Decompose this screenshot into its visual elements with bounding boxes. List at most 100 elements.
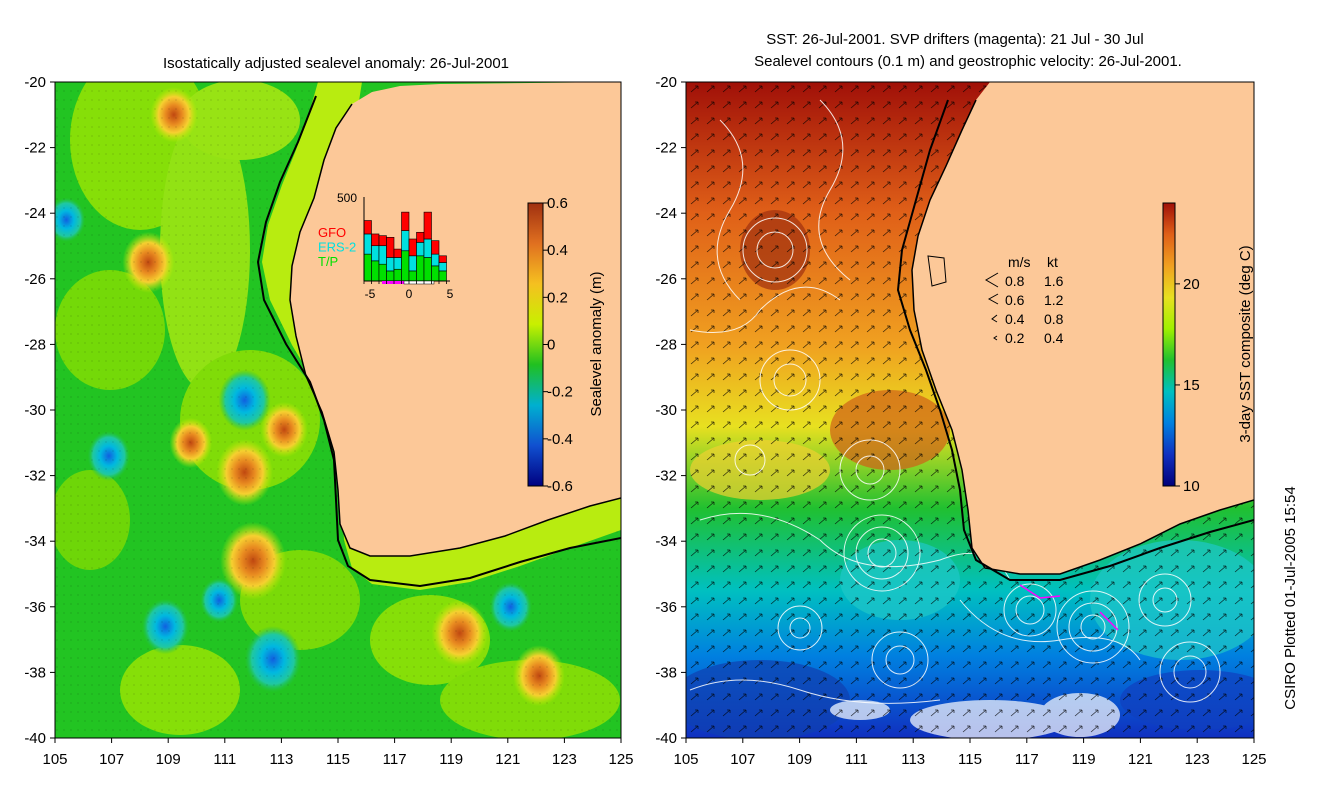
y-tick-label: -22	[655, 140, 677, 157]
y-tick-label: -20	[24, 74, 46, 91]
sst-colorbar-ticks: 20 15 10	[1175, 276, 1200, 495]
coastal-shelf-band	[262, 82, 621, 590]
x-tick-label: 123	[552, 751, 577, 768]
inset-bar-ers2	[363, 233, 372, 255]
velocity-legend-kt: 0.4	[1044, 330, 1064, 346]
y-tick-label: -32	[24, 468, 46, 485]
sst-colorbar-ramp	[1162, 202, 1176, 487]
sla-map-panel: Isostatically adjusted sealevel anomaly:…	[24, 55, 633, 768]
inset-bar-ers2	[408, 255, 417, 272]
inset-x-ticks: -5 0 5	[363, 281, 454, 301]
sst-map-subtitle: Sealevel contours (0.1 m) and geostrophi…	[754, 53, 1182, 70]
inset-bar-ers2	[438, 262, 447, 272]
y-tick-label: -22	[24, 140, 46, 157]
x-tick-label: 109	[787, 751, 812, 768]
shelf-break-contour	[256, 95, 621, 588]
inset-bar-ers2	[386, 257, 395, 272]
velocity-legend-ms: 0.2	[1005, 330, 1025, 346]
inset-bar-ers2	[371, 245, 380, 262]
x-tick-label: 125	[608, 751, 633, 768]
inset-bar-gfo	[438, 255, 447, 263]
y-tick-label: -32	[655, 468, 677, 485]
sst-map-axes: 105 107 109 111 113 115 117 119 121 123 125 -20 -22 -…	[655, 74, 1266, 768]
inset-bar-gfo	[416, 231, 425, 243]
velocity-legend-row: 0.8 1.6	[985, 272, 1064, 289]
coastline-sst	[911, 99, 1254, 575]
sla-colorbar-label: Sealevel anomaly (m)	[588, 271, 605, 416]
x-tick-label: 117	[383, 751, 407, 768]
inset-bar-ers2	[401, 230, 410, 252]
colorbar-tick-label: 0.4	[547, 242, 568, 259]
inset-x-tick-label: 0	[406, 287, 413, 301]
sealevel-contours	[689, 99, 1221, 704]
sst-map-panel: SST: 26-Jul-2001. SVP drifters (magenta)…	[655, 31, 1266, 768]
x-tick-label: 119	[439, 751, 463, 768]
y-tick-label: -34	[24, 533, 46, 550]
y-tick-label: -36	[24, 599, 46, 616]
colorbar-tick-label: 10	[1183, 478, 1200, 495]
velocity-arrow-glyph	[991, 314, 998, 323]
inset-bar-gfo	[401, 211, 410, 231]
colorbar-tick-label: 0.2	[547, 289, 568, 306]
y-tick-label: -40	[655, 730, 677, 747]
inset-legend-entry: T/P	[318, 254, 338, 269]
velocity-arrow-glyph	[987, 293, 999, 305]
y-tick-label: -28	[24, 336, 46, 353]
sst-colorbar-label: 3-day SST composite (deg C)	[1237, 245, 1254, 442]
y-tick-label: -30	[655, 402, 677, 419]
colorbar-tick-label: 20	[1183, 276, 1200, 293]
inset-legend-entry: GFO	[318, 225, 346, 240]
y-tick-label: -38	[24, 664, 46, 681]
colorbar-tick-label: 0.6	[547, 195, 568, 212]
y-tick-label: -24	[24, 205, 46, 222]
y-tick-label: -30	[24, 402, 46, 419]
velocity-legend: m/s kt 0.8 1.6 0.6 1.2 0.4 0.8 0.2 0.4	[985, 254, 1064, 346]
inset-bar-ers2	[416, 242, 425, 257]
sla-colorbar: 0.6 0.4 0.2 0 -0.2 -0.4 -0.6 Sealevel anomaly …	[527, 195, 605, 495]
inset-bar-tp	[378, 263, 387, 282]
velocity-legend-header-kt: kt	[1047, 254, 1058, 270]
inset-bar-gfo	[363, 220, 372, 235]
inset-bar-ers2	[431, 253, 440, 267]
inset-bar-gfo	[431, 240, 440, 255]
y-tick-label: -26	[24, 271, 46, 288]
inset-bar-gfo	[408, 238, 417, 257]
inset-bar-gfo	[386, 237, 395, 258]
y-tick-label: -38	[655, 664, 677, 681]
inset-bar-tp	[401, 250, 410, 282]
inset-x-tick-label: 5	[447, 287, 454, 301]
x-tick-label: 111	[845, 751, 868, 768]
x-tick-label: 117	[1015, 751, 1039, 768]
colorbar-tick-label: -0.2	[547, 384, 573, 401]
velocity-legend-ms: 0.8	[1005, 273, 1025, 289]
velocity-legend-kt: 1.2	[1044, 292, 1064, 308]
velocity-legend-ms: 0.4	[1005, 311, 1025, 327]
inset-bar-tp	[363, 253, 372, 282]
velocity-legend-header-ms: m/s	[1008, 254, 1031, 270]
x-tick-label: 105	[42, 751, 67, 768]
x-tick-label: 119	[1072, 751, 1096, 768]
inset-bar-tp	[371, 260, 380, 282]
inset-bar-tp	[408, 270, 417, 282]
colorbar-tick-label: -0.4	[547, 431, 573, 448]
x-tick-label: 115	[958, 751, 982, 768]
inset-bar-ers2	[378, 245, 387, 265]
y-tick-label: -26	[655, 271, 677, 288]
x-tick-label: 125	[1241, 751, 1266, 768]
inset-drifter-window	[382, 281, 404, 284]
x-tick-label: 115	[326, 751, 350, 768]
shelf-break-contour-sst	[896, 99, 1254, 581]
inset-bar-tp	[416, 255, 425, 282]
sla-colorbar-ticks: 0.6 0.4 0.2 0 -0.2 -0.4 -0.6	[543, 195, 573, 495]
x-tick-label: 121	[495, 751, 520, 768]
shark-bay-peninsula	[927, 255, 947, 287]
sla-map-axes: 105 107 109 111 113 115 117 119 121 123 125 -20 -22 -…	[24, 74, 633, 768]
sla-colorbar-ramp	[527, 202, 544, 487]
colorbar-tick-label: 15	[1183, 377, 1200, 394]
inset-bar-tp	[423, 257, 432, 282]
sla-map-title: Isostatically adjusted sealevel anomaly:…	[163, 55, 509, 72]
drifter-tracks	[1019, 584, 1119, 631]
inset-bar-gfo	[378, 235, 387, 247]
coastline	[289, 103, 621, 557]
